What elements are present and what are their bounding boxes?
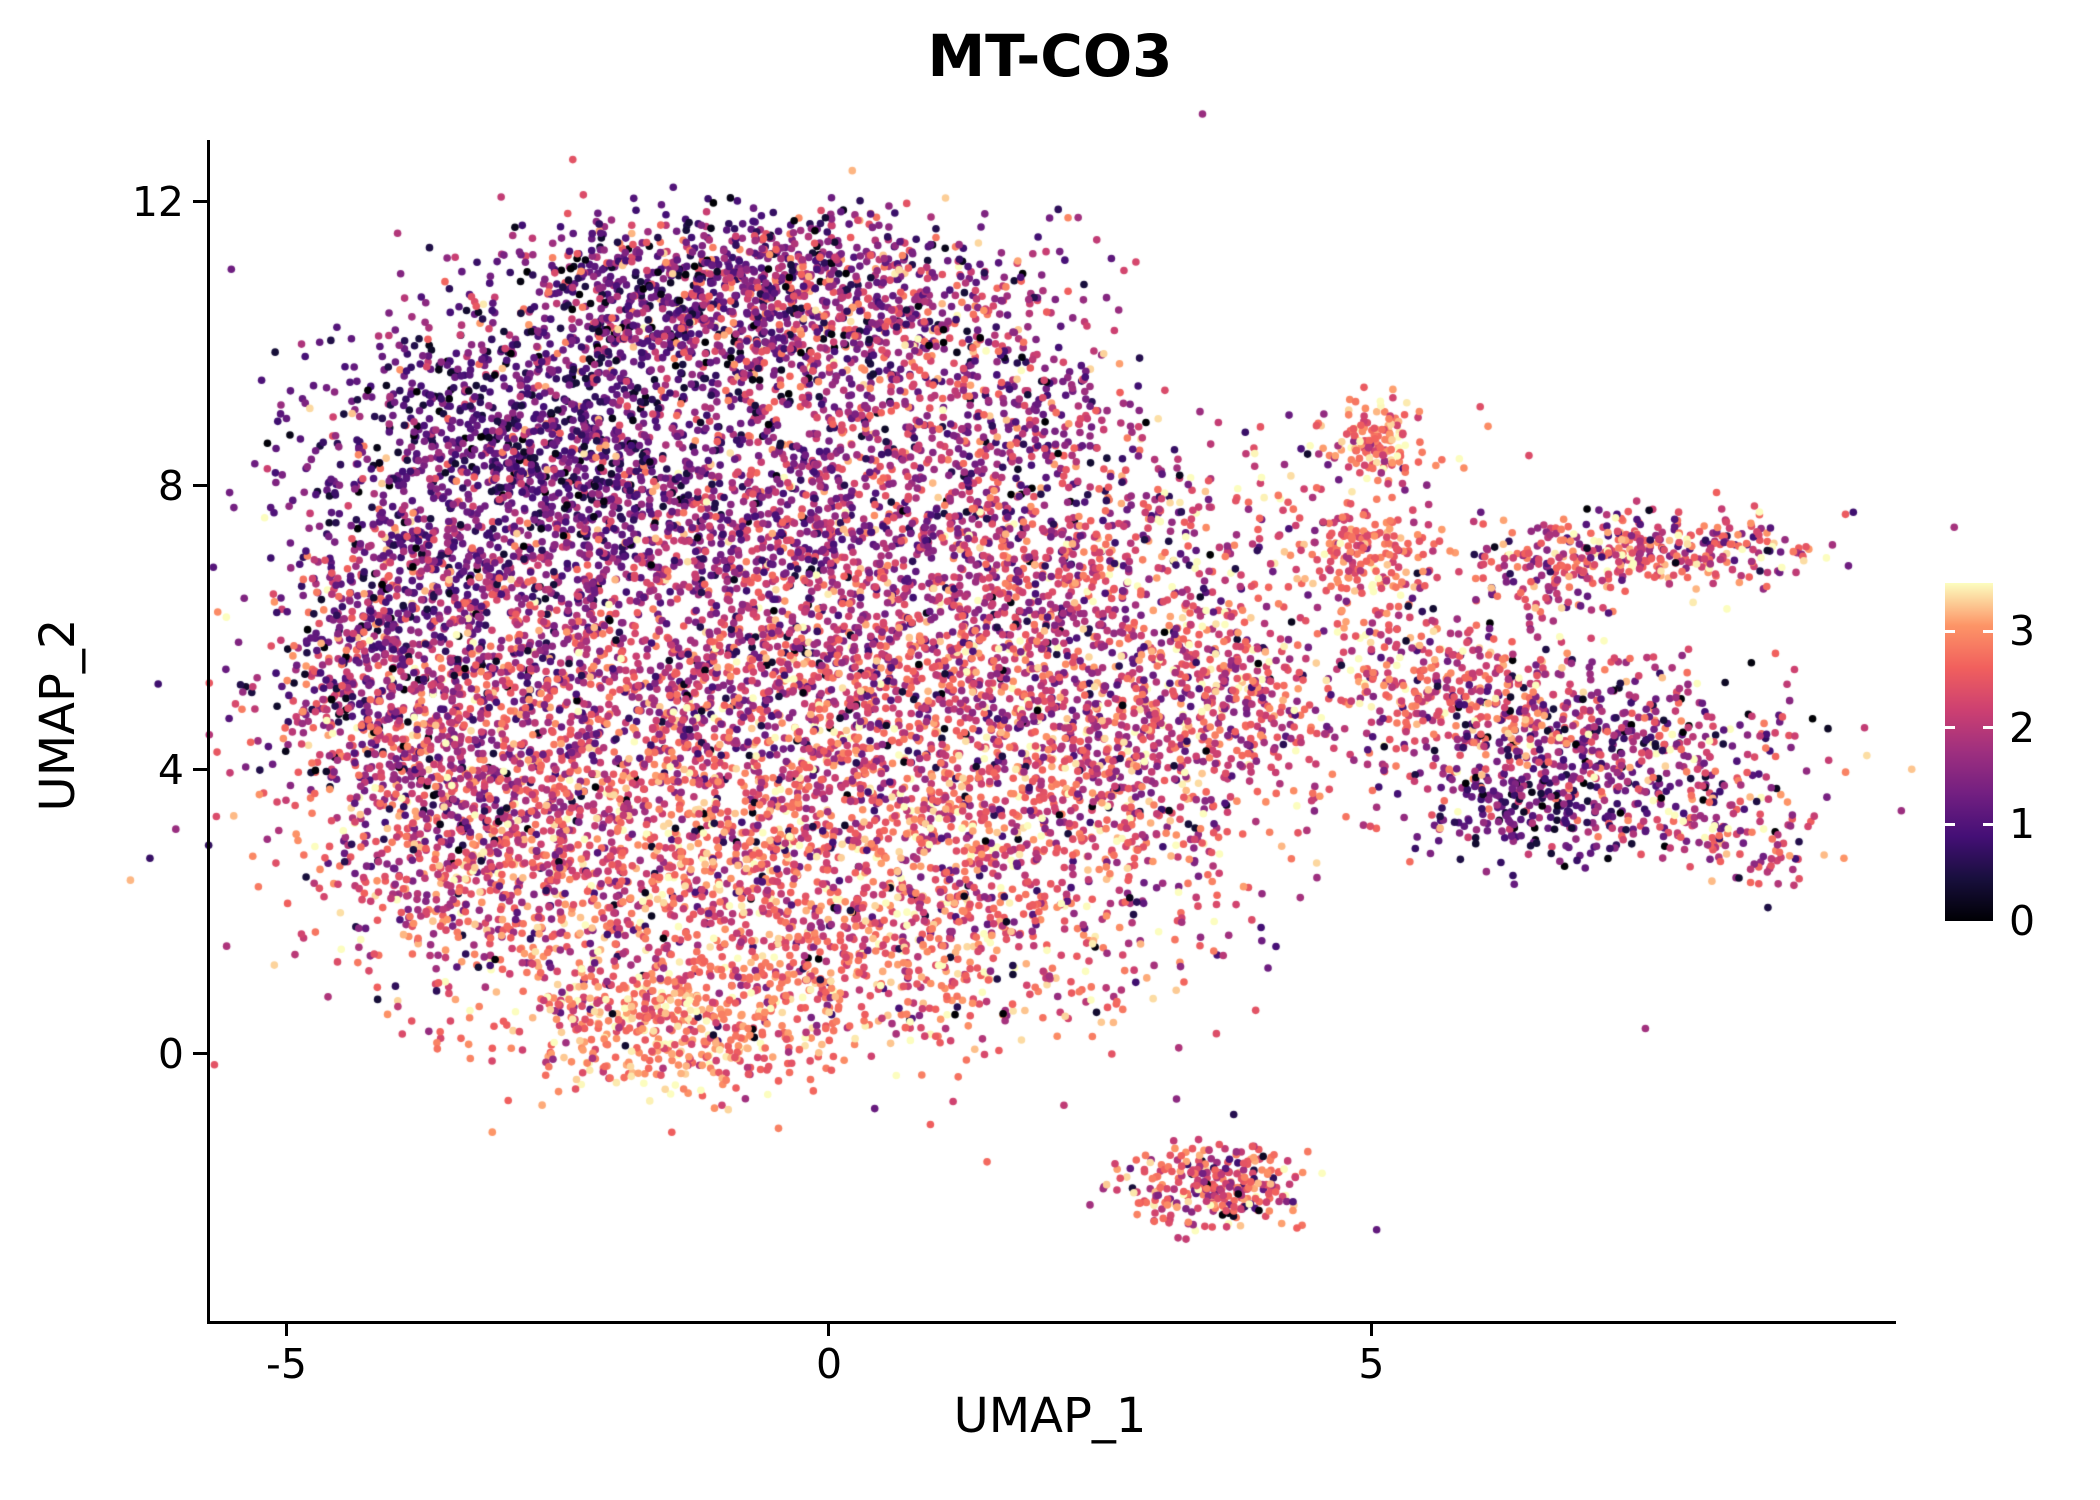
y-axis-tick bbox=[193, 200, 207, 204]
y-axis-tick bbox=[193, 1052, 207, 1056]
x-axis-tick bbox=[284, 1322, 288, 1336]
x-axis-tick bbox=[827, 1322, 831, 1336]
y-tick-label: 4 bbox=[157, 745, 184, 794]
y-axis-title: UMAP_2 bbox=[30, 618, 86, 812]
colorbar-tick bbox=[1983, 629, 1993, 633]
colorbar-tick bbox=[1945, 822, 1955, 826]
x-axis-title: UMAP_1 bbox=[953, 1388, 1147, 1444]
y-tick-label: 12 bbox=[131, 177, 184, 226]
colorbar-tick-label: 2 bbox=[2009, 703, 2036, 752]
x-axis-tick bbox=[1369, 1322, 1373, 1336]
colorbar-tick-label: 3 bbox=[2009, 607, 2036, 656]
x-tick-label: 5 bbox=[1358, 1340, 1385, 1388]
colorbar-tick bbox=[1945, 726, 1955, 730]
y-axis-tick bbox=[193, 484, 207, 488]
y-axis-line bbox=[207, 140, 210, 1324]
colorbar-gradient bbox=[1945, 583, 1993, 921]
x-tick-label: -5 bbox=[266, 1340, 307, 1388]
x-tick-label: 0 bbox=[815, 1340, 843, 1388]
colorbar-tick-label: 1 bbox=[2009, 800, 2036, 849]
colorbar-tick bbox=[1945, 629, 1955, 633]
x-axis-line bbox=[207, 1321, 1896, 1324]
colorbar-tick bbox=[1983, 822, 1993, 826]
y-axis-tick bbox=[193, 768, 207, 772]
plot-title: MT-CO3 bbox=[927, 22, 1173, 90]
colorbar-tick bbox=[1983, 726, 1993, 730]
y-tick-label: 8 bbox=[157, 461, 184, 510]
colorbar-tick-label: 0 bbox=[2009, 897, 2036, 945]
y-tick-label: 0 bbox=[157, 1029, 184, 1078]
